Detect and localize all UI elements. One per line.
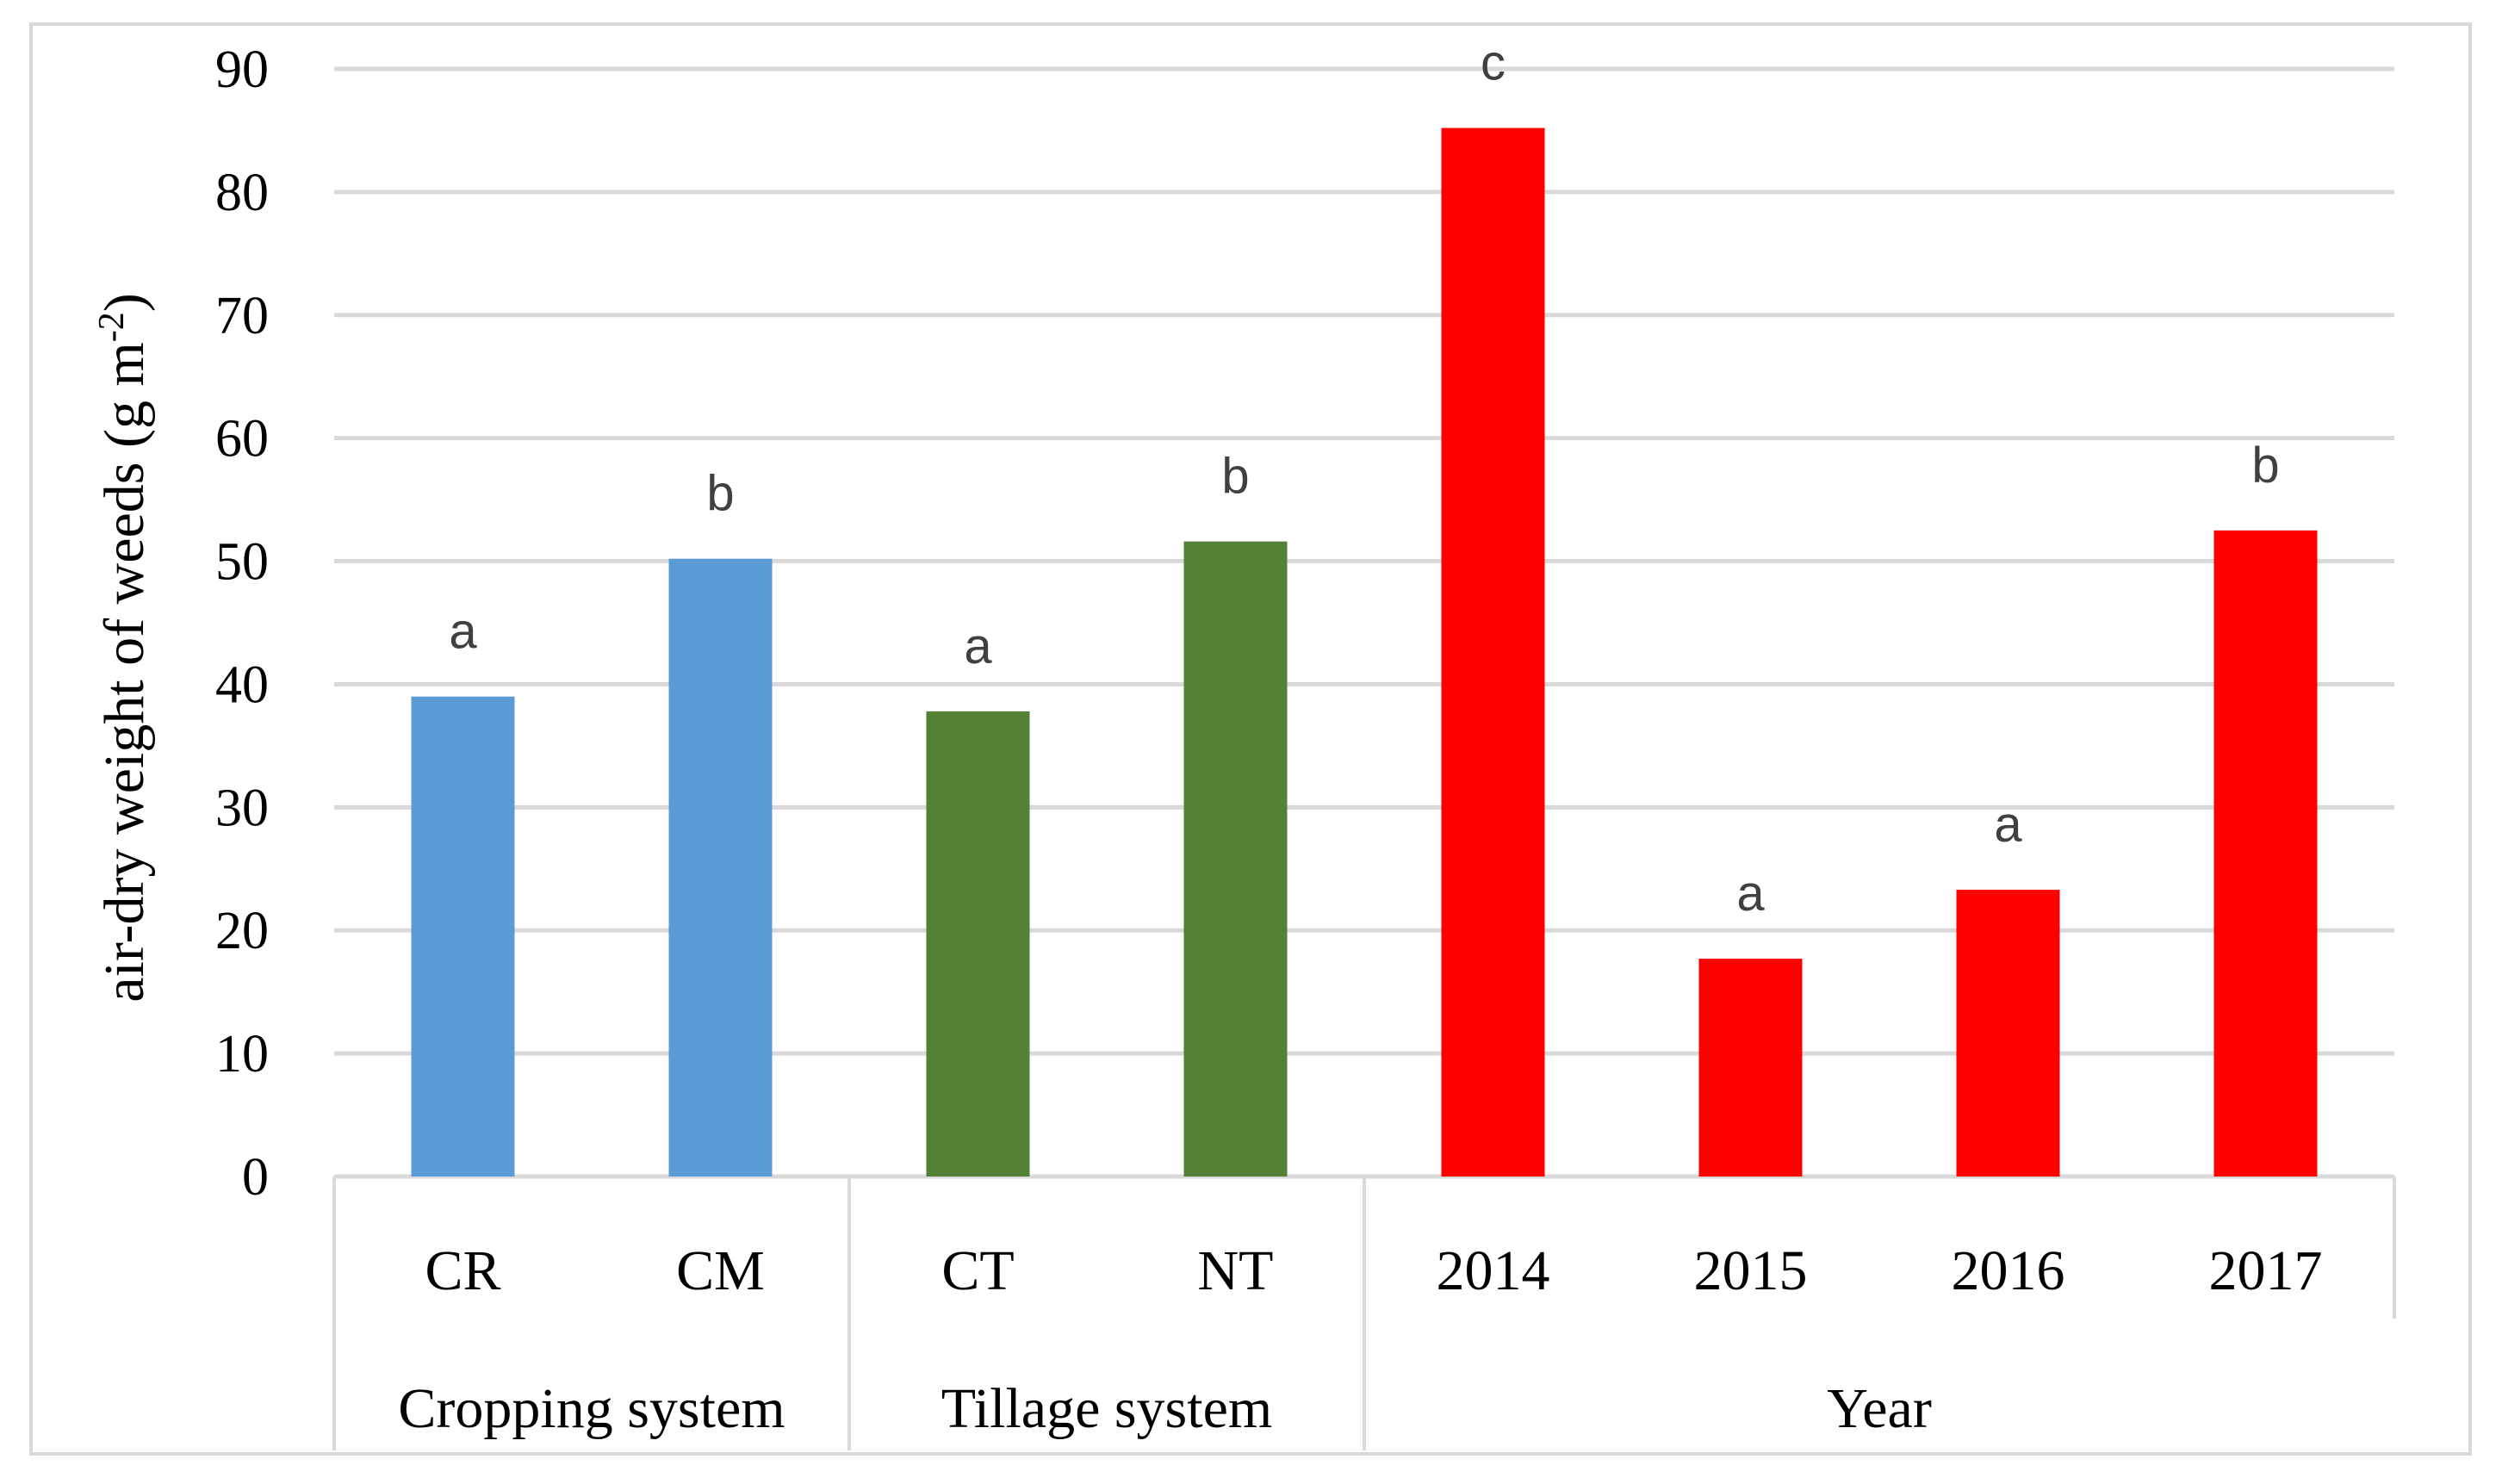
category-label: 2016 [1952,1239,2065,1302]
bar-significance-label: b [706,466,734,522]
bar-significance-label: c [1481,35,1506,91]
y-axis-label-superscript: -2 [92,312,132,342]
bar-significance-label: a [1994,797,2022,853]
group-label: Year [1827,1377,1932,1440]
bar-2014 [1441,127,1545,1177]
bar-significance-label: b [1221,449,1249,505]
bar-2016 [1956,890,2060,1177]
significance-labels: a b a b c a a b [449,35,2279,922]
y-tick-label: 70 [215,287,269,345]
bars [411,127,2318,1177]
bar-2015 [1698,959,1803,1177]
bar-cm [668,558,773,1177]
group-label: Tillage system [941,1377,1272,1440]
bar-ct [926,711,1030,1177]
bar-significance-label: a [449,604,477,660]
group-label: Cropping system [398,1377,785,1440]
category-axis: CR CM Cropping system CT NT Tillage system 201… [332,1177,2396,1450]
y-tick-label: 60 [215,410,269,469]
category-label: NT [1198,1239,1274,1302]
category-label: 2017 [2209,1239,2323,1302]
y-tick-label: 30 [215,779,269,837]
y-axis-ticks: 0 10 20 30 40 50 60 70 80 90 [215,40,269,1207]
category-label: CM [676,1239,765,1302]
category-label: 2015 [1694,1239,1808,1302]
y-tick-label: 80 [215,164,269,222]
bar-2017 [2213,530,2318,1177]
bar-nt [1183,541,1288,1177]
bar-significance-label: a [964,618,992,674]
y-tick-label: 0 [242,1148,269,1207]
category-label: 2014 [1437,1239,1550,1302]
bar-significance-label: b [2251,438,2279,494]
y-tick-label: 20 [215,902,269,960]
y-tick-label: 90 [215,40,269,99]
category-label: CT [941,1239,1014,1302]
bar-significance-label: a [1736,866,1765,922]
category-label: CR [425,1239,500,1302]
y-tick-label: 50 [215,533,269,592]
y-axis-label: air-dry weight of weeds (g m-2) [92,293,156,1003]
bar-cr [411,696,515,1177]
y-tick-label: 10 [215,1025,269,1084]
y-tick-label: 40 [215,655,269,714]
